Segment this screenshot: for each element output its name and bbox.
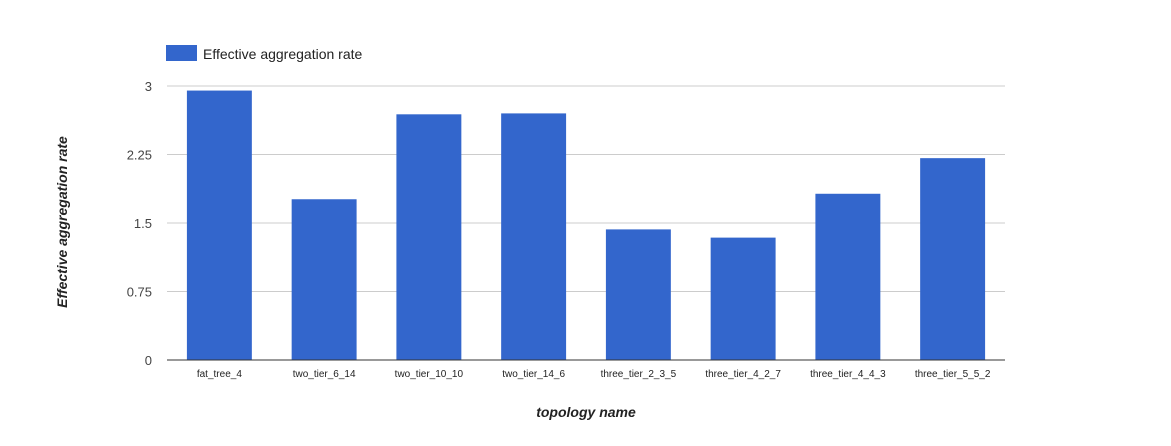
bar (501, 113, 567, 361)
y-tick-labels: 0 0.75 1.5 2.25 3 (127, 79, 152, 368)
x-tick-label: three_tier_4_4_3 (810, 369, 886, 380)
y-tick-label: 3 (145, 79, 152, 94)
y-tick-label: 0.75 (127, 285, 152, 300)
x-tick-label: three_tier_4_2_7 (705, 369, 781, 380)
y-tick-label: 0 (145, 353, 152, 368)
x-tick-label: two_tier_6_14 (293, 369, 356, 380)
x-tick-label: three_tier_5_5_2 (915, 369, 991, 380)
y-tick-label: 1.5 (134, 216, 152, 231)
x-tick-label: fat_tree_4 (197, 369, 242, 380)
bar (815, 193, 881, 360)
x-tick-labels: fat_tree_4 two_tier_6_14 two_tier_10_10 two… (197, 369, 991, 380)
y-axis-title: Effective aggregation rate (54, 136, 70, 308)
bar (710, 237, 776, 360)
x-tick-label: three_tier_2_3_5 (601, 369, 677, 380)
y-tick-label: 2.25 (127, 148, 152, 163)
legend-label: Effective aggregation rate (203, 46, 363, 62)
bar (605, 229, 671, 360)
bar (186, 90, 252, 361)
bars (186, 90, 986, 361)
bar (396, 114, 462, 361)
bar (291, 199, 357, 360)
x-tick-label: two_tier_10_10 (395, 369, 464, 380)
x-tick-label: two_tier_14_6 (502, 369, 565, 380)
x-axis-title: topology name (536, 404, 636, 420)
bar (920, 158, 986, 360)
legend: Effective aggregation rate (166, 45, 363, 62)
legend-swatch (166, 45, 197, 61)
